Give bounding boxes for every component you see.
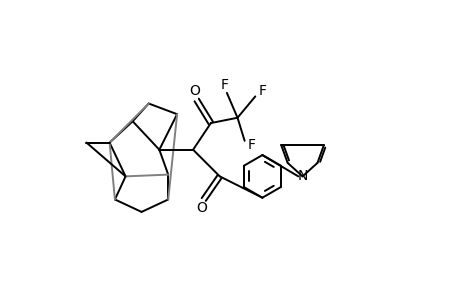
Text: F: F	[221, 78, 229, 92]
Text: O: O	[196, 201, 207, 215]
Text: O: O	[189, 84, 200, 98]
Text: N: N	[297, 169, 307, 183]
Text: F: F	[247, 138, 255, 152]
Text: F: F	[258, 84, 266, 98]
